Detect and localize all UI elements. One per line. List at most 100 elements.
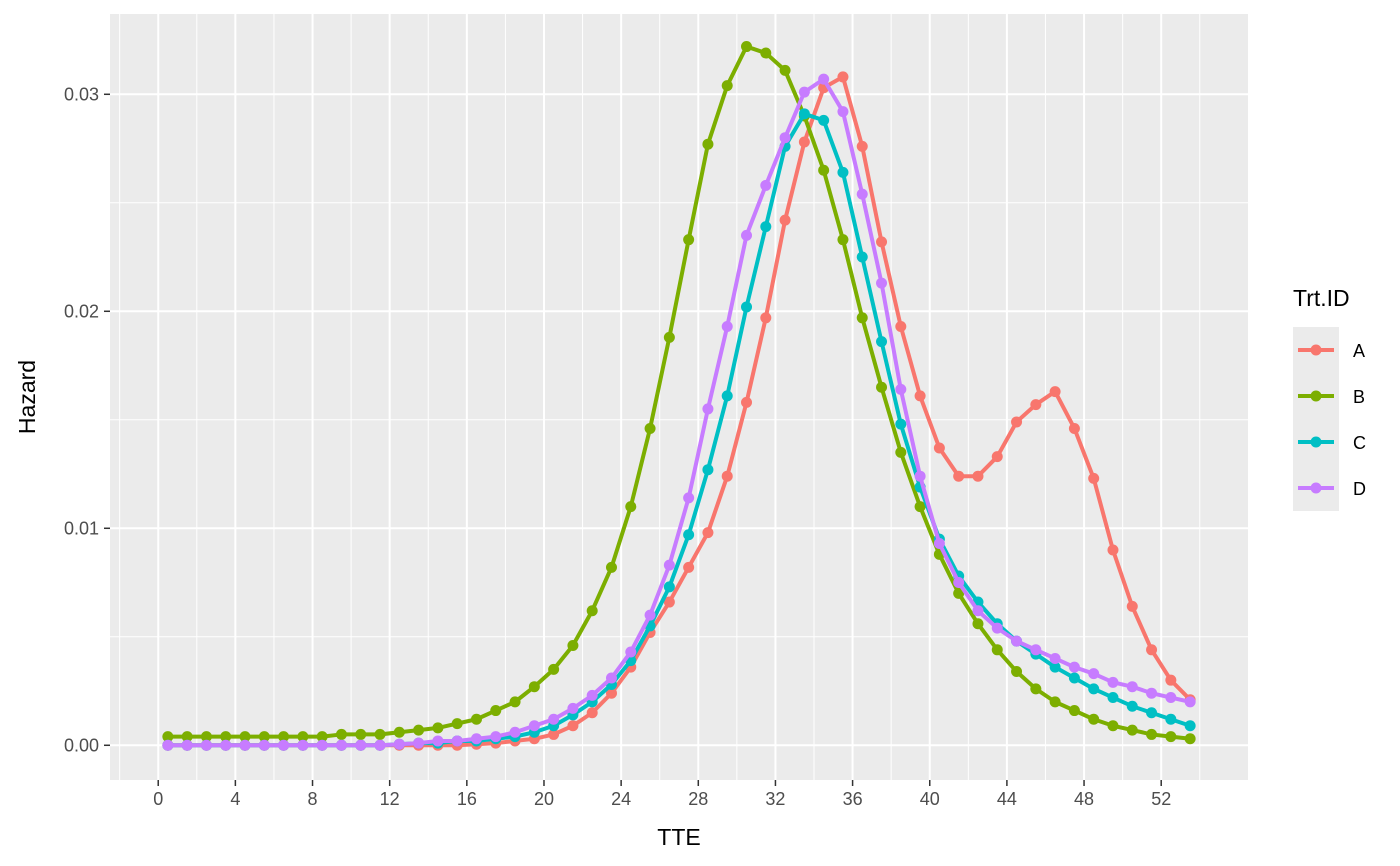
data-point bbox=[1146, 728, 1158, 740]
data-point bbox=[683, 234, 695, 246]
data-point bbox=[432, 735, 444, 747]
data-point bbox=[1165, 713, 1177, 725]
data-point bbox=[644, 422, 656, 434]
data-point bbox=[837, 71, 849, 83]
series-B bbox=[162, 41, 1196, 745]
data-point bbox=[779, 132, 791, 144]
data-point bbox=[895, 418, 907, 430]
legend-item-B: B bbox=[1293, 373, 1365, 419]
data-point bbox=[702, 138, 714, 150]
y-tick-label: 0.01 bbox=[64, 518, 99, 538]
data-point bbox=[663, 581, 675, 593]
data-point bbox=[1126, 724, 1138, 736]
data-point bbox=[914, 390, 926, 402]
data-point bbox=[1088, 472, 1100, 484]
data-point bbox=[933, 537, 945, 549]
data-point bbox=[914, 501, 926, 513]
x-tick-label: 20 bbox=[534, 789, 554, 809]
data-point bbox=[876, 381, 888, 393]
series-D bbox=[162, 73, 1196, 751]
data-point bbox=[1030, 399, 1042, 411]
data-point bbox=[837, 166, 849, 178]
data-point bbox=[1184, 720, 1196, 732]
major-gridlines bbox=[110, 14, 1248, 780]
data-point bbox=[1107, 720, 1119, 732]
data-point bbox=[586, 689, 598, 701]
data-point bbox=[470, 733, 482, 745]
data-point bbox=[258, 731, 270, 743]
data-point bbox=[1068, 672, 1080, 684]
data-point bbox=[663, 331, 675, 343]
data-point bbox=[1068, 705, 1080, 717]
data-point bbox=[779, 64, 791, 76]
data-point bbox=[818, 73, 830, 85]
data-point bbox=[1184, 733, 1196, 745]
data-point bbox=[1107, 676, 1119, 688]
data-point bbox=[413, 737, 425, 749]
data-point bbox=[895, 446, 907, 458]
data-point bbox=[548, 663, 560, 675]
x-tick-label: 0 bbox=[153, 789, 163, 809]
data-point bbox=[355, 728, 367, 740]
x-axis-title: TTE bbox=[657, 824, 700, 850]
data-point bbox=[760, 47, 772, 59]
data-point bbox=[509, 696, 521, 708]
x-tick-label: 12 bbox=[380, 789, 400, 809]
data-point bbox=[1126, 600, 1138, 612]
data-point bbox=[374, 728, 386, 740]
data-point bbox=[1068, 661, 1080, 673]
data-point bbox=[876, 236, 888, 248]
data-point bbox=[335, 728, 347, 740]
data-point bbox=[297, 739, 309, 751]
data-point bbox=[1049, 661, 1061, 673]
data-point bbox=[413, 724, 425, 736]
data-point bbox=[683, 492, 695, 504]
data-point bbox=[741, 229, 753, 241]
data-point bbox=[220, 739, 232, 751]
data-point bbox=[856, 251, 868, 263]
data-point bbox=[663, 559, 675, 571]
x-tick-label: 4 bbox=[230, 789, 240, 809]
data-point bbox=[721, 80, 733, 92]
data-point bbox=[239, 731, 251, 743]
data-point bbox=[548, 728, 560, 740]
data-point bbox=[567, 702, 579, 714]
data-point bbox=[741, 301, 753, 313]
legend-label: D bbox=[1353, 479, 1366, 499]
data-point bbox=[837, 106, 849, 118]
data-point bbox=[1011, 666, 1023, 677]
data-point bbox=[335, 739, 347, 751]
data-point bbox=[1126, 700, 1138, 712]
data-point bbox=[818, 164, 830, 176]
data-point bbox=[181, 731, 193, 743]
data-point bbox=[393, 738, 405, 750]
data-point bbox=[818, 114, 830, 126]
data-point bbox=[1030, 644, 1042, 656]
data-point bbox=[760, 179, 772, 191]
data-point bbox=[278, 739, 290, 751]
data-point bbox=[876, 277, 888, 289]
data-point bbox=[1165, 692, 1177, 704]
data-point bbox=[490, 731, 502, 743]
data-point bbox=[355, 739, 367, 751]
data-point bbox=[972, 618, 984, 630]
data-point bbox=[1049, 652, 1061, 664]
data-point bbox=[721, 390, 733, 402]
x-tick-label: 40 bbox=[920, 789, 940, 809]
data-point bbox=[953, 470, 965, 482]
x-tick-labels: 0 4 8 12 16 20 24 28 32 36 40 44 48 52 bbox=[153, 789, 1171, 809]
data-point bbox=[991, 451, 1003, 463]
data-point bbox=[702, 403, 714, 415]
series-layer bbox=[162, 41, 1196, 751]
data-point bbox=[548, 713, 560, 725]
data-point bbox=[721, 470, 733, 482]
x-tick-label: 52 bbox=[1151, 789, 1171, 809]
data-point bbox=[1088, 713, 1100, 725]
data-point bbox=[914, 470, 926, 482]
data-point bbox=[220, 731, 232, 743]
data-point bbox=[972, 605, 984, 617]
y-tick-labels: 0.00 0.01 0.02 0.03 bbox=[64, 84, 99, 755]
legend-item-D: D bbox=[1293, 465, 1366, 511]
data-point bbox=[798, 86, 810, 98]
data-point bbox=[1126, 681, 1138, 693]
